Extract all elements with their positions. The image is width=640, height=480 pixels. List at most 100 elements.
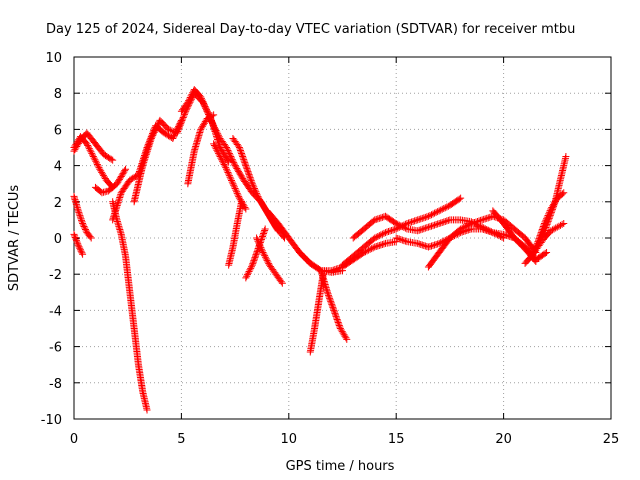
data-point-interp — [377, 231, 385, 239]
data-point-interp — [444, 202, 452, 210]
data-point — [210, 111, 218, 119]
data-point-interp — [144, 146, 152, 154]
data-point-interp — [421, 213, 429, 221]
data-point-interp — [258, 232, 266, 240]
data-point-interp — [548, 226, 556, 234]
data-point-interp — [257, 199, 265, 207]
data-point-interp — [398, 236, 406, 244]
data-point-interp — [213, 128, 221, 136]
data-point-interp — [178, 117, 186, 125]
data-point-interp — [501, 231, 509, 239]
data-point-interp — [463, 222, 471, 230]
data-point-interp — [262, 255, 270, 263]
data-point-interp — [547, 208, 555, 216]
data-point-interp — [394, 235, 402, 243]
data-point-interp — [444, 216, 452, 224]
data-point-interp — [441, 204, 449, 212]
data-point-interp — [545, 214, 553, 222]
data-point-interp — [378, 230, 386, 238]
data-point-interp — [116, 174, 124, 182]
data-point-interp — [113, 203, 121, 211]
data-point-interp — [335, 321, 343, 329]
data-point-interp — [253, 236, 261, 244]
data-point-interp — [548, 207, 556, 215]
data-point — [381, 229, 389, 237]
x-tick-label: 10 — [281, 432, 298, 447]
data-point-interp — [255, 239, 263, 247]
data-point-interp — [470, 218, 478, 226]
data-point-interp — [228, 156, 236, 164]
data-point-interp — [179, 114, 187, 122]
data-point-interp — [481, 226, 489, 234]
data-point-interp — [238, 173, 246, 181]
y-tick-label: 8 — [54, 87, 62, 102]
data-point-interp — [116, 194, 124, 202]
data-point-interp — [79, 221, 87, 229]
data-point — [184, 98, 192, 106]
x-tick-label: 20 — [495, 432, 512, 447]
data-point-interp — [233, 188, 241, 196]
data-point-interp — [391, 219, 399, 227]
data-point-interp — [421, 242, 429, 250]
data-point-interp — [426, 243, 434, 251]
data-point-interp — [78, 249, 86, 257]
data-point-interp — [542, 223, 550, 231]
data-point-interp — [258, 200, 266, 208]
data-point — [278, 279, 286, 287]
data-point-interp — [368, 245, 376, 253]
data-point-interp — [420, 225, 428, 233]
data-point-interp — [237, 148, 245, 156]
data-point-interp — [240, 157, 248, 165]
data-point-interp — [174, 126, 182, 134]
data-point-interp — [218, 157, 226, 165]
data-point-interp — [213, 146, 221, 154]
data-point-interp — [197, 94, 205, 102]
data-point-interp — [103, 153, 111, 161]
data-point-interp — [327, 299, 335, 307]
data-point-interp — [77, 247, 85, 255]
data-point-interp — [142, 152, 150, 160]
data-point-interp — [247, 177, 255, 185]
data-point-interp — [261, 253, 269, 261]
data-point-interp — [140, 157, 148, 165]
data-point-interp — [221, 162, 229, 170]
data-point-interp — [235, 169, 243, 177]
data-point-interp — [469, 219, 477, 227]
data-point-interp — [427, 222, 435, 230]
data-point-interp — [153, 122, 161, 130]
data-point — [532, 258, 540, 266]
data-point-interp — [374, 215, 382, 223]
data-point-interp — [434, 220, 442, 228]
data-point-interp — [249, 260, 257, 268]
data-point-interp — [139, 160, 147, 168]
data-point — [562, 153, 570, 161]
data-point-interp — [260, 229, 268, 237]
data-point-interp — [232, 186, 240, 194]
data-point-interp — [245, 169, 253, 177]
data-point — [467, 220, 475, 228]
data-point-interp — [481, 215, 489, 223]
data-point-interp — [334, 318, 342, 326]
data-point-interp — [147, 136, 155, 144]
data-point-interp — [78, 216, 86, 224]
data-point-interp — [241, 203, 249, 211]
data-point-interp — [224, 147, 232, 155]
data-point-interp — [541, 249, 549, 257]
data-point-interp — [246, 172, 254, 180]
data-point-interp — [418, 225, 426, 233]
data-point-interp — [129, 174, 137, 182]
data-point-interp — [420, 214, 428, 222]
data-point-interp — [546, 211, 554, 219]
data-point-interp — [540, 228, 548, 236]
y-tick-label: -10 — [41, 413, 62, 428]
data-point-interp — [440, 218, 448, 226]
data-point-interp — [254, 193, 262, 201]
data-point — [259, 248, 267, 256]
data-point-interp — [432, 240, 440, 248]
data-point-interp — [180, 112, 188, 120]
data-point-interp — [329, 266, 337, 274]
data-point-interp — [225, 172, 233, 180]
data-point-interp — [486, 213, 494, 221]
data-point — [538, 234, 546, 242]
data-point-interp — [219, 159, 227, 167]
